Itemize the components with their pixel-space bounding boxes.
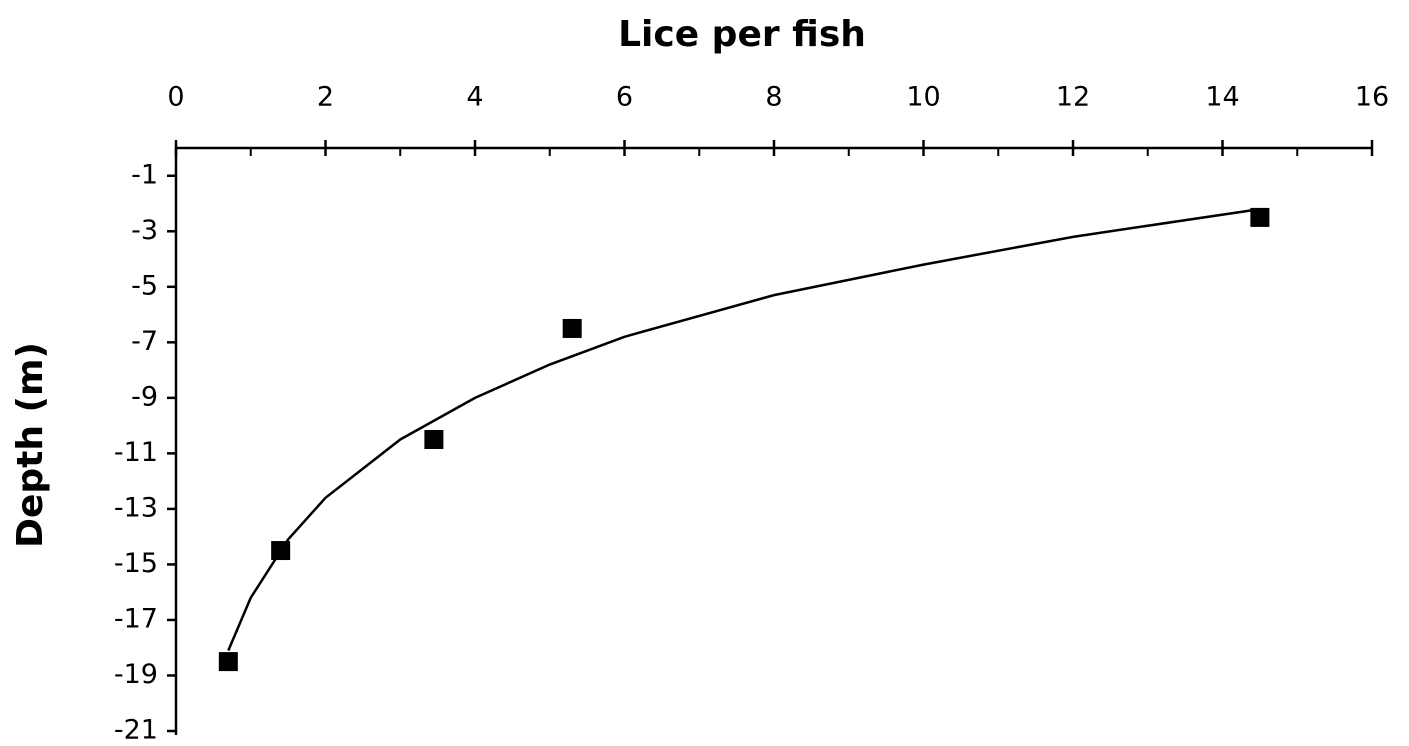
y-tick-label: -17 [114, 603, 158, 634]
x-tick-label: 12 [1056, 82, 1090, 113]
x-tick-label: 6 [616, 82, 633, 113]
y-tick-label: -3 [131, 215, 158, 246]
x-tick-label: 8 [765, 82, 782, 113]
x-tick-label: 4 [466, 82, 483, 113]
y-tick-label: -21 [114, 715, 158, 746]
marker [218, 652, 238, 672]
marker [424, 430, 444, 449]
y-axis-title: Depth (m) [10, 342, 51, 548]
y-tick-label: -5 [131, 270, 158, 301]
y-tick-label: -15 [114, 548, 158, 579]
trendline [227, 207, 1261, 651]
y-tick-label: -13 [114, 492, 158, 523]
marker [271, 541, 291, 561]
y-tick-label: -7 [131, 326, 158, 357]
x-tick-label: 14 [1205, 82, 1239, 113]
y-tick-label: -9 [131, 381, 158, 412]
x-axis-title: Lice per fish [618, 14, 866, 55]
y-tick-label: -19 [114, 659, 158, 690]
x-tick-label: 10 [906, 82, 940, 113]
y-tick-label: -1 [131, 159, 158, 190]
x-tick-label: 2 [317, 82, 334, 113]
marker [562, 318, 582, 338]
y-tick-label: -11 [114, 437, 158, 468]
marker [1250, 207, 1270, 227]
x-tick-label: 16 [1355, 82, 1389, 113]
x-tick-label: 0 [167, 82, 184, 113]
